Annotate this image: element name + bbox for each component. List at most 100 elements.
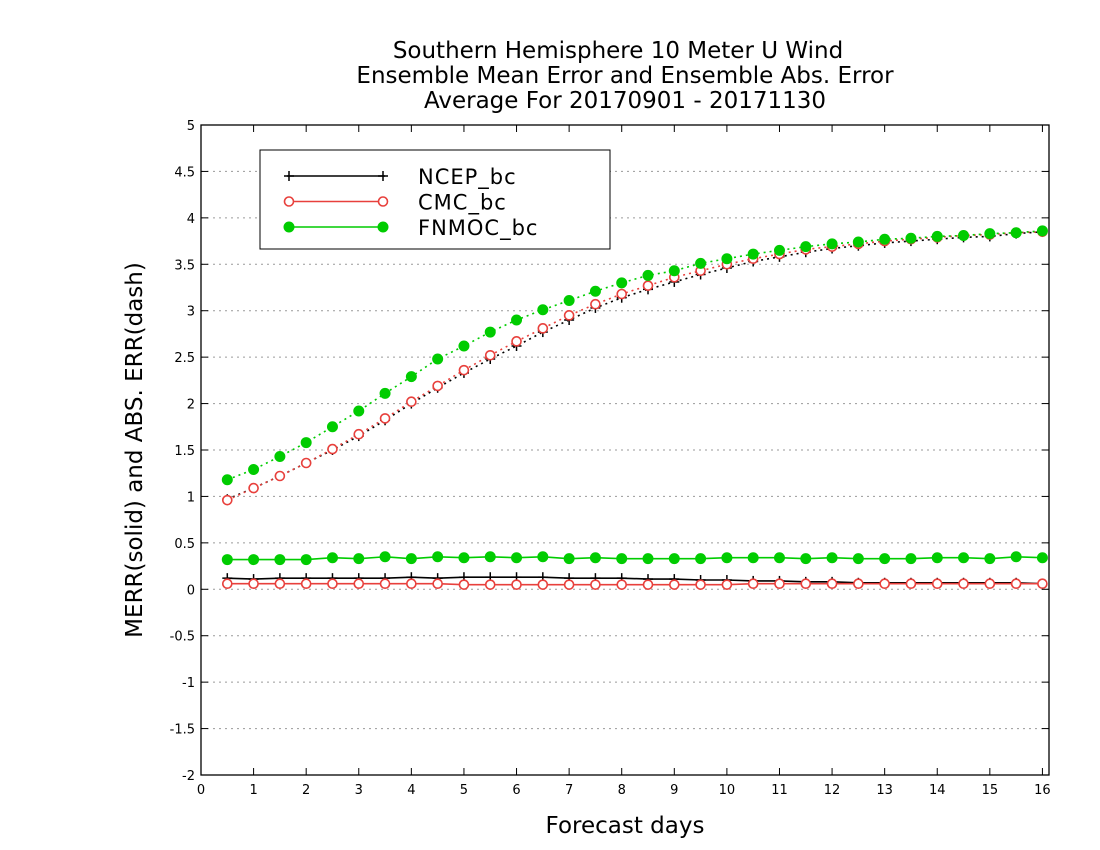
- mean-error-point: [931, 578, 943, 590]
- abs-error-line: [226, 230, 1043, 501]
- mean-error-point: [248, 578, 259, 590]
- abs-error-point: [563, 310, 575, 321]
- mean-error-point: [406, 578, 417, 590]
- abs-error-point: [300, 457, 312, 469]
- abs-error-point: [931, 230, 943, 242]
- mean-error-point: [327, 578, 338, 590]
- mean-error-point: [484, 551, 496, 563]
- mean-error-point: [984, 578, 996, 590]
- mean-error-point: [563, 553, 575, 565]
- mean-error-point: [379, 578, 391, 590]
- legend-label: NCEP_bc: [418, 165, 517, 190]
- abs-error-point: [616, 277, 628, 289]
- title-line-2: Ensemble Mean Error and Ensemble Abs. Er…: [356, 63, 894, 89]
- abs-error-point: [432, 380, 443, 392]
- chart-title: Southern Hemisphere 10 Meter U Wind Ense…: [356, 38, 894, 114]
- mean-error-point: [616, 579, 628, 590]
- series-layer: [221, 225, 1048, 590]
- mean-error-point: [326, 552, 338, 564]
- legend-item-fnmoc_bc: FNMOC_bc: [283, 216, 537, 241]
- mean-error-point: [300, 554, 312, 566]
- mean-error-point: [931, 552, 943, 564]
- abs-error-point: [958, 230, 970, 241]
- abs-error-point: [616, 288, 628, 300]
- abs-error-point: [484, 326, 496, 338]
- abs-error-point: [274, 470, 286, 482]
- mean-error-point: [221, 554, 233, 566]
- legend-item-cmc_bc: CMC_bc: [283, 191, 507, 216]
- abs-error-point: [458, 340, 470, 352]
- title-line-1: Southern Hemisphere 10 Meter U Wind: [393, 38, 843, 64]
- x-tick-label: 13: [876, 783, 893, 798]
- mean-error-point: [958, 578, 969, 590]
- series-ncep_bc: [222, 226, 1048, 589]
- y-tick-label: 3: [187, 305, 195, 320]
- abs-error-point: [773, 244, 785, 256]
- x-tick-label: 2: [302, 783, 310, 798]
- mean-error-point: [984, 553, 996, 565]
- mean-error-point: [405, 553, 417, 565]
- x-tick-label: 16: [1034, 783, 1051, 798]
- mean-error-point: [905, 578, 917, 590]
- mean-error-point: [695, 579, 706, 590]
- x-tick-label: 6: [512, 783, 520, 798]
- mean-error-point: [642, 579, 654, 590]
- abs-error-point: [879, 233, 891, 245]
- mean-error-point: [563, 579, 575, 590]
- mean-error-point: [800, 578, 812, 590]
- abs-error-point: [300, 437, 312, 449]
- abs-error-point: [274, 451, 286, 462]
- x-tick-label: 1: [249, 783, 257, 798]
- mean-error-point: [853, 578, 864, 590]
- y-tick-label: -2: [182, 769, 195, 784]
- y-tick-label: 1: [187, 490, 195, 505]
- legend-marker: [284, 171, 294, 181]
- mean-error-point: [695, 553, 707, 565]
- abs-error-point: [484, 349, 496, 361]
- abs-error-point: [1010, 227, 1022, 239]
- mean-error-point: [774, 578, 785, 590]
- legend-box: [259, 149, 611, 250]
- abs-error-point: [327, 443, 338, 455]
- mean-error-line: [227, 576, 1043, 585]
- mean-error-point: [353, 553, 365, 565]
- mean-error-point: [274, 578, 286, 590]
- legend-marker: [377, 196, 389, 207]
- mean-error-point: [1037, 578, 1048, 590]
- y-tick-label: -1.5: [170, 723, 195, 738]
- abs-error-point: [248, 464, 260, 475]
- abs-error-point: [379, 387, 391, 399]
- mean-error-point: [721, 579, 733, 590]
- y-tick-label: -0.5: [170, 630, 195, 645]
- abs-error-point: [1036, 225, 1048, 237]
- abs-error-point: [432, 353, 444, 365]
- abs-error-point: [537, 323, 549, 334]
- abs-error-point: [221, 474, 233, 486]
- y-tick-label: 2.5: [174, 351, 195, 366]
- abs-error-point: [642, 280, 654, 291]
- x-tick-label: 12: [824, 783, 841, 798]
- mean-error-point: [879, 553, 891, 565]
- mean-error-point: [773, 552, 785, 564]
- abs-error-point: [747, 248, 759, 260]
- abs-error-point: [589, 285, 601, 297]
- mean-error-point: [274, 554, 286, 566]
- mean-error-point: [800, 553, 812, 565]
- x-tick-label: 4: [407, 783, 415, 798]
- x-tick-label: 10: [719, 783, 736, 798]
- y-tick-label: 3.5: [174, 258, 195, 273]
- axes: -2-1.5-1-0.500.511.522.533.544.550 1 2 3 4 5 6…: [170, 119, 1051, 798]
- abs-error-point: [800, 241, 812, 253]
- x-tick-label: 9: [670, 783, 678, 798]
- abs-error-point: [326, 421, 338, 433]
- abs-error-point: [590, 298, 601, 310]
- x-tick-label: 11: [771, 783, 788, 798]
- series-cmc_bc: [221, 226, 1048, 590]
- mean-error-line: [227, 555, 1043, 561]
- legend-label: CMC_bc: [418, 191, 507, 216]
- y-tick-label: 4: [187, 212, 195, 227]
- y-tick-label: 0: [187, 583, 195, 598]
- mean-error-point: [905, 553, 917, 565]
- mean-error-point: [432, 578, 443, 590]
- abs-error-point: [406, 396, 417, 408]
